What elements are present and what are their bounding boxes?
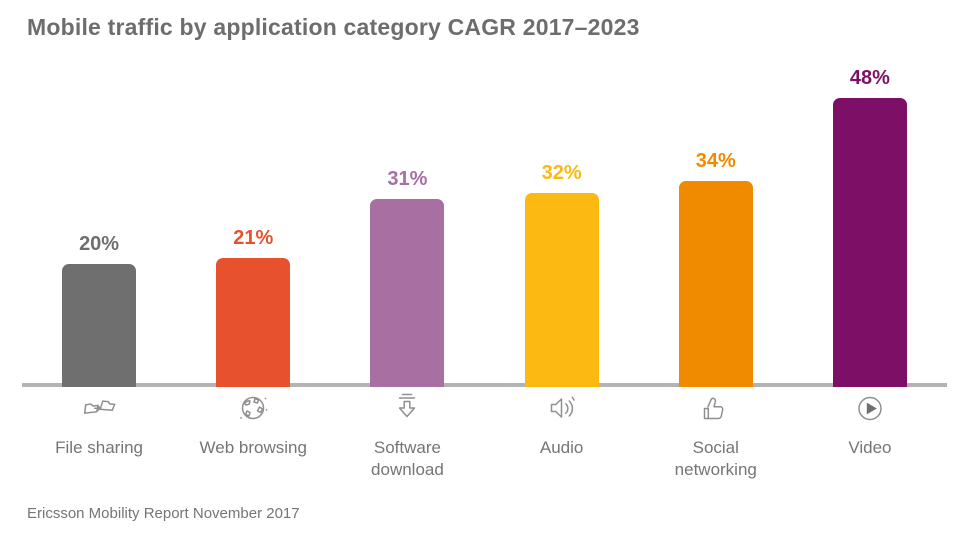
category-cell: Web browsing xyxy=(176,391,330,481)
baseline-axis xyxy=(22,383,947,387)
bar-column: 31% xyxy=(330,0,484,387)
bar-column: 48% xyxy=(793,0,947,387)
category-cell: Audio xyxy=(485,391,639,481)
file-sharing-icon xyxy=(81,391,117,432)
category-label: File sharing xyxy=(55,438,144,457)
chart-title: Mobile traffic by application category C… xyxy=(27,14,640,40)
category-label: Web browsing xyxy=(199,438,307,457)
bar-value-label: 48% xyxy=(849,67,890,89)
bar-column: 21% xyxy=(176,0,330,387)
bar xyxy=(370,198,445,387)
web-browsing-icon xyxy=(235,391,271,432)
category-cell: File sharing xyxy=(22,391,176,481)
bar-column: 32% xyxy=(485,0,639,387)
social-networking-icon xyxy=(698,391,734,432)
bars-container: 20% 21% 31% 32% 34% 48% xyxy=(22,0,947,387)
plot-area: 20% 21% 31% 32% 34% 48% xyxy=(22,0,947,387)
bar xyxy=(216,258,291,387)
video-icon xyxy=(852,391,888,432)
category-cell: Social networking xyxy=(639,391,793,481)
category-axis: File sharing Web browsing Software downloa… xyxy=(22,391,947,481)
bar-value-label: 20% xyxy=(79,233,120,256)
bar-value-label: 32% xyxy=(541,162,582,184)
category-label: Audio xyxy=(539,438,584,457)
category-label: Social networking xyxy=(674,438,757,479)
bar xyxy=(832,98,907,387)
category-label: Video xyxy=(848,438,892,457)
bar-value-label: 21% xyxy=(233,227,274,250)
bar-value-label: 31% xyxy=(387,167,428,190)
software-download-icon xyxy=(389,391,425,432)
category-label: Software download xyxy=(371,438,444,479)
bar xyxy=(678,181,753,387)
bar-column: 34% xyxy=(639,0,793,387)
category-cell: Video xyxy=(793,391,947,481)
audio-icon xyxy=(544,391,580,432)
bar-value-label: 34% xyxy=(695,150,736,173)
bar-column: 20% xyxy=(22,0,176,387)
source-note: Ericsson Mobility Report November 2017 xyxy=(27,505,300,522)
bar xyxy=(62,264,137,387)
category-cell: Software download xyxy=(330,391,484,481)
bar xyxy=(524,193,599,387)
